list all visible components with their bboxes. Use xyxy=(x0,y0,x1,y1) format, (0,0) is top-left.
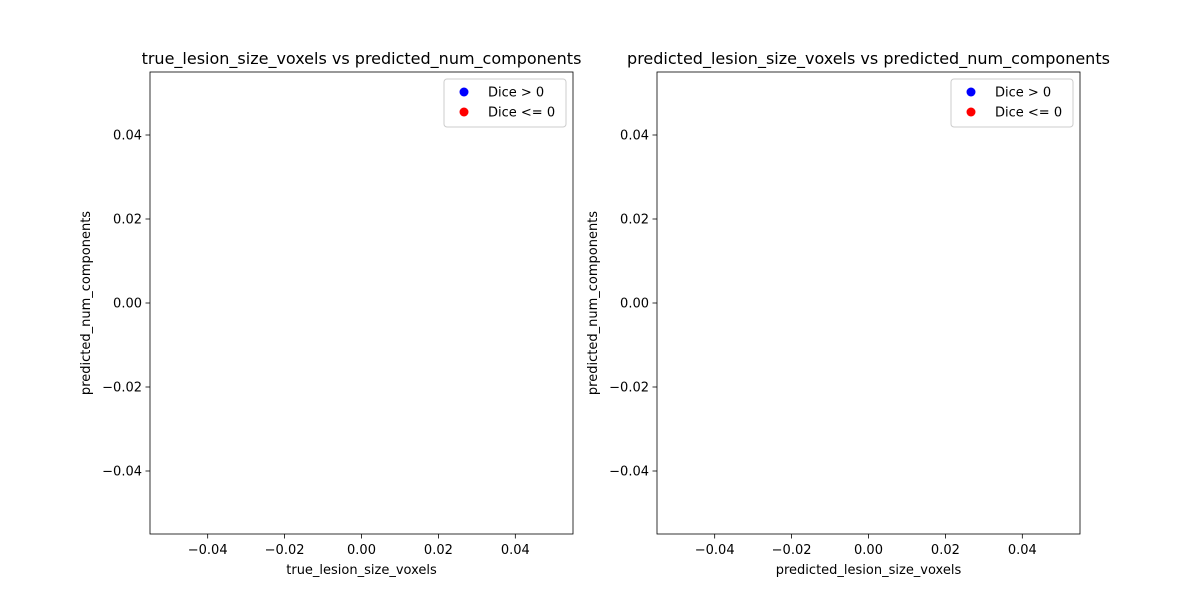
x-tick-label: −0.04 xyxy=(188,543,228,558)
x-tick-label: −0.04 xyxy=(695,543,735,558)
y-tick-label: 0.02 xyxy=(113,213,142,228)
legend-label: Dice > 0 xyxy=(488,86,544,101)
legend-marker xyxy=(966,87,976,97)
chart-title: true_lesion_size_voxels vs predicted_num… xyxy=(142,49,582,69)
plot-area-frame xyxy=(656,71,1081,535)
y-tick-label: 0.00 xyxy=(620,297,649,312)
x-axis-label: true_lesion_size_voxels xyxy=(286,563,437,578)
y-axis-label: predicted_num_components xyxy=(79,211,94,395)
chart-title: predicted_lesion_size_voxels vs predicte… xyxy=(627,49,1110,69)
x-tick-label: 0.02 xyxy=(424,543,453,558)
legend-label: Dice <= 0 xyxy=(488,106,555,121)
legend-box xyxy=(950,78,1074,128)
x-tick-label: 0.00 xyxy=(347,543,376,558)
x-tick-label: −0.02 xyxy=(265,543,305,558)
y-tick-label: −0.04 xyxy=(609,465,649,480)
y-tick-label: 0.02 xyxy=(620,213,649,228)
x-tick-label: 0.00 xyxy=(854,543,883,558)
legend: Dice > 0 Dice <= 0 xyxy=(950,78,1074,128)
legend-marker xyxy=(459,107,469,117)
legend-marker xyxy=(966,107,976,117)
x-tick-label: 0.02 xyxy=(931,543,960,558)
legend-label: Dice <= 0 xyxy=(995,106,1062,121)
y-tick-label: 0.00 xyxy=(113,297,142,312)
x-axis-label: predicted_lesion_size_voxels xyxy=(776,563,962,578)
y-tick-label: −0.02 xyxy=(102,381,142,396)
x-tick-label: 0.04 xyxy=(1008,543,1037,558)
subplot-2: predicted_lesion_size_voxels vs predicte… xyxy=(586,49,1110,578)
y-tick-label: 0.04 xyxy=(113,129,142,144)
plot-area-frame xyxy=(149,71,574,535)
x-tick-label: 0.04 xyxy=(501,543,530,558)
y-axis-label: predicted_num_components xyxy=(586,211,601,395)
legend-box xyxy=(443,78,567,128)
subplot-1: true_lesion_size_voxels vs predicted_num… xyxy=(79,49,581,578)
y-tick-label: 0.04 xyxy=(620,129,649,144)
y-tick-label: −0.02 xyxy=(609,381,649,396)
legend-marker xyxy=(459,87,469,97)
y-tick-label: −0.04 xyxy=(102,465,142,480)
legend-label: Dice > 0 xyxy=(995,86,1051,101)
x-tick-label: −0.02 xyxy=(772,543,812,558)
legend: Dice > 0 Dice <= 0 xyxy=(443,78,567,128)
